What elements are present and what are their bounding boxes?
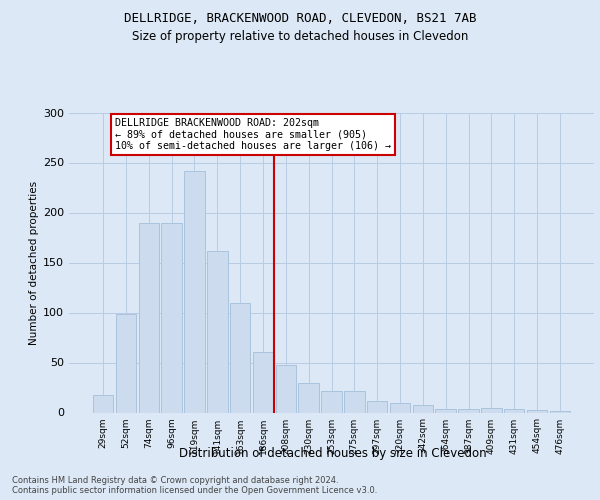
Bar [207,250,227,412]
Bar [550,410,570,412]
Bar [184,170,205,412]
Bar [436,408,456,412]
Text: Distribution of detached houses by size in Clevedon: Distribution of detached houses by size … [179,448,487,460]
Text: Contains public sector information licensed under the Open Government Licence v3: Contains public sector information licen… [12,486,377,495]
Bar [390,402,410,412]
Bar [527,410,547,412]
Bar [321,390,342,412]
Bar [230,302,250,412]
Bar [253,352,273,412]
Bar [344,390,365,412]
Bar [298,382,319,412]
Bar [481,408,502,412]
Bar [161,222,182,412]
Text: Contains HM Land Registry data © Crown copyright and database right 2024.: Contains HM Land Registry data © Crown c… [12,476,338,485]
Y-axis label: Number of detached properties: Number of detached properties [29,180,39,344]
Bar [116,314,136,412]
Text: DELLRIDGE BRACKENWOOD ROAD: 202sqm
← 89% of detached houses are smaller (905)
10: DELLRIDGE BRACKENWOOD ROAD: 202sqm ← 89%… [115,118,391,150]
Bar [413,404,433,412]
Bar [139,222,159,412]
Bar [504,408,524,412]
Text: DELLRIDGE, BRACKENWOOD ROAD, CLEVEDON, BS21 7AB: DELLRIDGE, BRACKENWOOD ROAD, CLEVEDON, B… [124,12,476,26]
Bar [458,408,479,412]
Bar [367,400,388,412]
Text: Size of property relative to detached houses in Clevedon: Size of property relative to detached ho… [132,30,468,43]
Bar [275,364,296,412]
Bar [93,394,113,412]
